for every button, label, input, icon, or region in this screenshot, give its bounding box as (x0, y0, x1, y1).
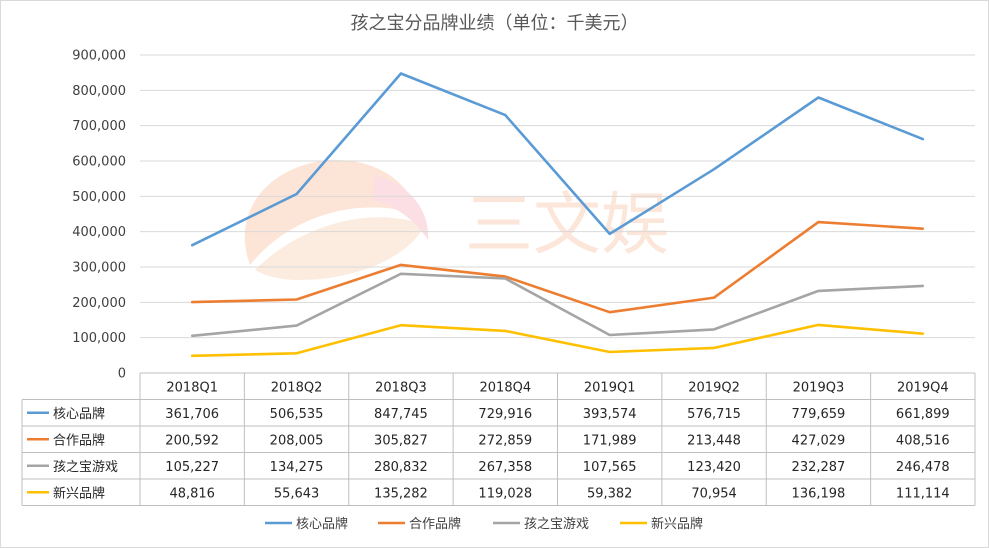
table-series-name: 核心品牌 (53, 406, 105, 422)
watermark-logo (244, 159, 429, 280)
data-label: 661,899 (896, 407, 950, 422)
chart-title: 孩之宝分品牌业绩（单位：千美元） (350, 13, 639, 34)
data-label: 305,827 (374, 433, 428, 448)
data-label: 135,282 (374, 486, 428, 501)
data-label: 136,198 (792, 486, 846, 501)
data-label: 393,574 (583, 407, 637, 422)
legend-label: 核心品牌 (296, 516, 348, 532)
data-label: 408,516 (896, 433, 950, 448)
y-tick-label: 100,000 (72, 331, 126, 346)
data-label: 280,832 (374, 460, 428, 475)
data-label: 59,382 (587, 486, 633, 501)
table-series-name: 新兴品牌 (53, 485, 105, 501)
x-tick-label: 2018Q4 (480, 380, 532, 395)
series-line-4 (190, 323, 925, 358)
y-tick-label: 200,000 (72, 296, 126, 311)
legend-label: 新兴品牌 (651, 516, 703, 532)
x-tick-label: 2018Q1 (166, 380, 218, 395)
x-tick-label: 2018Q2 (271, 380, 323, 395)
data-label: 729,916 (478, 407, 532, 422)
data-label: 847,745 (374, 407, 428, 422)
x-tick-label: 2018Q3 (375, 380, 427, 395)
legend-label: 孩之宝游戏 (524, 517, 589, 532)
y-tick-label: 600,000 (72, 155, 126, 170)
y-tick-label: 0 (118, 367, 126, 382)
x-tick-label: 2019Q3 (793, 380, 845, 395)
y-tick-label: 400,000 (72, 225, 126, 240)
x-tick-label: 2019Q4 (897, 380, 949, 395)
series-lines (190, 72, 925, 358)
data-label: 272,859 (478, 433, 532, 448)
data-label: 105,227 (165, 460, 219, 475)
data-label: 427,029 (792, 433, 846, 448)
data-label: 246,478 (896, 460, 950, 475)
legend-label: 合作品牌 (409, 516, 461, 532)
data-label: 119,028 (478, 486, 532, 501)
data-label: 111,114 (896, 486, 950, 501)
data-label: 267,358 (478, 460, 532, 475)
data-label: 48,816 (169, 486, 215, 501)
y-tick-label: 500,000 (72, 190, 126, 205)
data-label: 213,448 (687, 433, 741, 448)
data-table: 2018Q1 2018Q2 2018Q3 2018Q4 2019Q1 2019Q2 2019… (21, 372, 976, 506)
data-label: 134,275 (270, 460, 324, 475)
series-line-3 (190, 272, 925, 338)
data-label: 576,715 (687, 407, 741, 422)
data-label: 779,659 (792, 407, 846, 422)
table-series-name: 孩之宝游戏 (53, 460, 118, 475)
x-tick-label: 2019Q2 (688, 380, 740, 395)
y-tick-label: 900,000 (72, 49, 126, 64)
data-label: 123,420 (687, 460, 741, 475)
x-tick-label: 2019Q1 (584, 380, 636, 395)
y-tick-label: 700,000 (72, 119, 126, 134)
watermark-text: 三文娱 (465, 186, 669, 265)
series-line-2 (190, 220, 925, 314)
y-tick-label: 300,000 (72, 261, 126, 276)
data-label: 70,954 (691, 486, 737, 501)
data-label: 55,643 (274, 486, 320, 501)
table-series-name: 合作品牌 (53, 432, 105, 448)
data-label: 171,989 (583, 433, 637, 448)
series-line-1 (190, 72, 925, 247)
y-tick-label: 800,000 (72, 84, 126, 99)
data-label: 361,706 (165, 407, 219, 422)
y-axis-ticks: 0 100,000 200,000 300,000 400,000 500,000 600,… (72, 49, 126, 382)
data-label: 506,535 (270, 407, 324, 422)
legend: 核心品牌 合作品牌 孩之宝游戏 新兴品牌 (265, 516, 703, 532)
data-label: 208,005 (270, 433, 324, 448)
gridlines (140, 54, 975, 339)
data-label: 107,565 (583, 460, 637, 475)
data-label: 232,287 (792, 460, 846, 475)
data-label: 200,592 (165, 433, 219, 448)
